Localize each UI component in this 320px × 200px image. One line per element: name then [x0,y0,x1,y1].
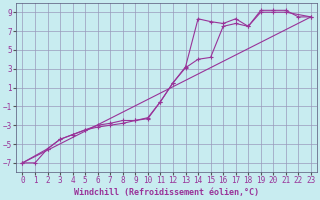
X-axis label: Windchill (Refroidissement éolien,°C): Windchill (Refroidissement éolien,°C) [74,188,259,197]
